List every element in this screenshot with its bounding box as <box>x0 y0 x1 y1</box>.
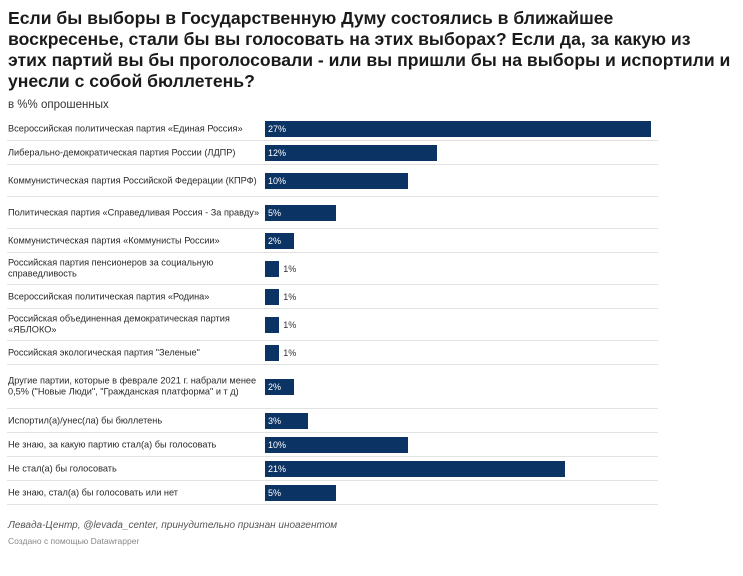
bar <box>265 288 280 305</box>
chart-row: Не знаю, стал(а) бы голосовать или нет 5% <box>7 481 658 505</box>
bar <box>265 260 280 277</box>
bar-value-label: 1% <box>283 319 297 330</box>
chart-subtitle: в %% опрошенных <box>8 99 109 111</box>
category-label: Российская экологическая партия "Зеленые… <box>8 346 200 357</box>
category-label: Коммунистическая партия «Коммунисты Росс… <box>8 234 220 245</box>
category-label: Всероссийская политическая партия «Родин… <box>8 290 210 301</box>
credit-note: Создано с помощью Datawrapper <box>8 536 140 546</box>
chart-row: Не стал(а) бы голосовать 21% <box>7 457 658 481</box>
chart-row: Либерально-демократическая партия России… <box>7 141 658 165</box>
chart-row: Испортил(а)/унес(ла) бы бюллетень 3% <box>7 409 658 433</box>
category-label: Всероссийская политическая партия «Едина… <box>8 122 243 133</box>
bar-value-label: 21% <box>268 463 287 474</box>
bar-value-label: 1% <box>283 263 297 274</box>
bar <box>265 436 408 453</box>
category-label: Российская партия пенсионеров за социаль… <box>8 257 214 279</box>
chart-row: Российская партия пенсионеров за социаль… <box>7 253 658 285</box>
chart-row: Не знаю, за какую партию стал(а) бы голо… <box>7 433 658 457</box>
source-note: Левада-Центр, @levada_center, принудител… <box>8 520 338 531</box>
bar <box>265 378 294 395</box>
bar <box>265 232 294 249</box>
chart-row: Российская экологическая партия "Зеленые… <box>7 341 658 365</box>
category-label: Другие партии, которые в феврале 2021 г.… <box>8 375 257 397</box>
bar-value-label: 1% <box>283 291 297 302</box>
bar-value-label: 3% <box>268 415 282 426</box>
category-label: Российская объединенная демократическая … <box>8 313 230 335</box>
bar <box>265 344 280 361</box>
chart-row: Другие партии, которые в феврале 2021 г.… <box>7 365 658 409</box>
chart-row: Политическая партия «Справедливая Россия… <box>7 197 658 229</box>
bar-value-label: 1% <box>283 347 297 358</box>
category-label: Либерально-демократическая партия России… <box>8 146 236 157</box>
chart-row: Российская объединенная демократическая … <box>7 309 658 341</box>
bar-value-label: 12% <box>268 147 287 158</box>
category-label: Коммунистическая партия Российской Федер… <box>8 174 257 185</box>
bar-value-label: 2% <box>268 235 282 246</box>
bar <box>265 172 408 189</box>
chart-row: Всероссийская политическая партия «Родин… <box>7 285 658 309</box>
bar <box>265 120 651 137</box>
category-label: Не знаю, за какую партию стал(а) бы голо… <box>8 438 217 449</box>
bar <box>265 460 566 477</box>
bar-value-label: 10% <box>268 175 287 186</box>
bar-value-label: 27% <box>268 123 287 134</box>
bar-value-label: 2% <box>268 381 282 392</box>
chart-title: Если бы выборы в Государственную Думу со… <box>8 8 731 91</box>
bar <box>265 316 280 333</box>
bar-value-label: 5% <box>268 487 282 498</box>
bar <box>265 412 308 429</box>
bar <box>265 144 437 161</box>
bar <box>265 484 337 501</box>
chart-row: Коммунистическая партия «Коммунисты Росс… <box>7 229 658 253</box>
category-label: Не знаю, стал(а) бы голосовать или нет <box>8 486 178 497</box>
category-label: Не стал(а) бы голосовать <box>8 462 117 473</box>
bar-value-label: 10% <box>268 439 287 450</box>
bar-value-label: 5% <box>268 207 282 218</box>
category-label: Испортил(а)/унес(ла) бы бюллетень <box>8 414 163 425</box>
bar <box>265 204 337 221</box>
chart-row: Коммунистическая партия Российской Федер… <box>7 165 658 197</box>
category-label: Политическая партия «Справедливая Россия… <box>8 206 260 217</box>
chart-row: Всероссийская политическая партия «Едина… <box>7 117 658 141</box>
